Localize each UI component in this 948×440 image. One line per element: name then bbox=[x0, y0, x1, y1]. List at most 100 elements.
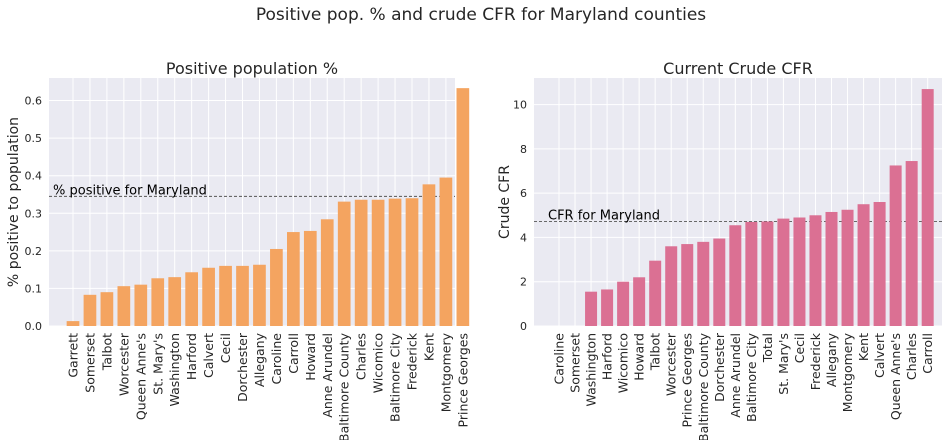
chart-right-y-tick-label: 6 bbox=[520, 187, 527, 200]
chart-left-bar bbox=[168, 277, 182, 326]
chart-right-x-tick-label: Dorchester bbox=[712, 332, 727, 402]
chart-right-bar bbox=[729, 225, 742, 326]
chart-left-title: Positive population % bbox=[166, 59, 338, 78]
chart-right-bars bbox=[585, 89, 934, 326]
chart-left-y-tick-label: 0.1 bbox=[25, 282, 43, 295]
chart-left-x-tick-label: Caroline bbox=[269, 333, 284, 385]
chart-right-x-tick-label: Somerset bbox=[568, 333, 583, 393]
chart-right-bar bbox=[905, 161, 918, 326]
chart-right-x-tick-label: Carroll bbox=[920, 333, 935, 374]
chart-left-x-tick-label: Allegany bbox=[252, 332, 267, 387]
chart-left-y-tick-label: 0.3 bbox=[25, 207, 43, 220]
chart-right-bar bbox=[697, 241, 710, 326]
chart-right-x-tick-label: Wicomico bbox=[616, 333, 631, 393]
chart-right-bar bbox=[809, 215, 822, 326]
chart-left-bar bbox=[83, 294, 97, 326]
chart-right-x-tick-label: Harford bbox=[600, 333, 615, 380]
chart-left-bar bbox=[422, 184, 436, 326]
chart-right-x-ticks: Caroline Somerset Washington Harford Wicomic… bbox=[552, 332, 936, 440]
chart-right-bar bbox=[633, 277, 646, 326]
chart-right-x-tick-label: Howard bbox=[632, 333, 647, 381]
chart-right: 0 2 4 6 8 10 Caroline Somerset Washington Harfor… bbox=[497, 59, 942, 440]
chart-left-x-tick-label: Anne Arundel bbox=[320, 333, 335, 418]
chart-right-reference-label: CFR for Maryland bbox=[548, 208, 660, 223]
chart-left-x-tick-label: Queen Anne's bbox=[133, 333, 148, 420]
chart-left-x-ticks: Garrett Somerset Talbot Worcester Queen Anne… bbox=[66, 332, 471, 440]
chart-left-x-tick-label: Harford bbox=[184, 333, 199, 380]
chart-left-x-tick-label: Talbot bbox=[99, 333, 114, 371]
chart-right-bar bbox=[665, 246, 678, 326]
chart-left: 0.0 0.1 0.2 0.3 0.4 0.5 0.6 Garrett Somerset Tal… bbox=[6, 59, 470, 440]
chart-right-bar bbox=[889, 165, 902, 326]
chart-right-x-tick-label: Queen Anne's bbox=[888, 333, 903, 420]
chart-left-x-tick-label: Baltimore City bbox=[388, 332, 403, 422]
chart-right-y-ticks: 0 2 4 6 8 10 bbox=[513, 99, 527, 333]
chart-left-bar bbox=[66, 321, 80, 326]
chart-left-bar bbox=[388, 198, 402, 326]
chart-left-bar bbox=[134, 284, 148, 326]
chart-right-bar bbox=[649, 260, 662, 326]
chart-right-x-tick-label: Baltimore County bbox=[696, 332, 711, 440]
chart-right-title: Current Crude CFR bbox=[663, 59, 813, 78]
chart-right-y-tick-label: 0 bbox=[520, 320, 527, 333]
chart-left-plot-area bbox=[49, 78, 455, 326]
chart-left-bar bbox=[337, 201, 351, 326]
chart-right-x-tick-label: Total bbox=[760, 333, 775, 363]
chart-left-x-tick-label: Montgomery bbox=[438, 332, 453, 412]
chart-left-x-tick-label: Worcester bbox=[116, 332, 131, 396]
chart-right-x-tick-label: Cecil bbox=[792, 333, 807, 363]
chart-left-x-tick-label: Prince Georges bbox=[455, 333, 470, 427]
chart-left-bar bbox=[151, 278, 165, 326]
chart-right-bar bbox=[617, 281, 630, 326]
chart-left-bar bbox=[219, 265, 232, 326]
chart-right-x-tick-label: Worcester bbox=[664, 332, 679, 396]
chart-right-y-tick-label: 4 bbox=[520, 231, 527, 244]
chart-right-x-tick-label: St. Mary's bbox=[776, 333, 791, 395]
chart-left-bar bbox=[371, 199, 385, 326]
chart-left-y-tick-label: 0.4 bbox=[25, 170, 43, 183]
chart-left-x-tick-label: St. Mary's bbox=[150, 333, 165, 395]
chart-left-bar bbox=[354, 199, 368, 326]
chart-right-x-tick-label: Caroline bbox=[552, 333, 567, 385]
chart-left-x-tick-label: Dorchester bbox=[235, 332, 250, 402]
chart-left-y-tick-label: 0.6 bbox=[25, 95, 43, 108]
chart-left-x-tick-label: Charles bbox=[354, 333, 369, 380]
chart-left-x-tick-label: Garrett bbox=[66, 333, 81, 378]
chart-right-bar bbox=[601, 289, 614, 326]
chart-left-reference-label: % positive for Maryland bbox=[53, 183, 207, 198]
chart-left-bar bbox=[100, 292, 114, 326]
chart-right-y-tick-label: 8 bbox=[520, 143, 527, 156]
chart-right-bar bbox=[761, 221, 774, 326]
chart-left-bar bbox=[185, 272, 198, 326]
chart-right-x-tick-label: Washington bbox=[584, 333, 599, 406]
chart-left-bar bbox=[456, 88, 470, 327]
chart-right-x-tick-label: Talbot bbox=[648, 333, 663, 371]
chart-left-bar bbox=[253, 264, 266, 326]
chart-left-y-ticks: 0.0 0.1 0.2 0.3 0.4 0.5 0.6 bbox=[25, 95, 43, 333]
chart-left-bar bbox=[405, 198, 419, 326]
chart-left-y-tick-label: 0.0 bbox=[25, 320, 43, 333]
chart-right-y-tick-label: 2 bbox=[520, 276, 527, 289]
chart-right-x-tick-label: Charles bbox=[904, 333, 919, 380]
chart-left-bars bbox=[66, 88, 470, 327]
chart-right-bar bbox=[857, 204, 870, 326]
chart-right-bar bbox=[921, 89, 934, 326]
chart-right-bar bbox=[585, 291, 598, 326]
chart-right-x-tick-label: Anne Arundel bbox=[728, 333, 743, 418]
chart-left-bar bbox=[270, 248, 283, 326]
chart-left-x-tick-label: Calvert bbox=[201, 333, 216, 378]
chart-left-bar bbox=[287, 232, 300, 326]
chart-right-x-tick-label: Kent bbox=[856, 333, 871, 361]
chart-left-y-tick-label: 0.5 bbox=[25, 132, 43, 145]
chart-right-x-tick-label: Frederick bbox=[808, 332, 823, 390]
chart-right-x-tick-label: Allegany bbox=[824, 332, 839, 387]
chart-left-bar bbox=[439, 177, 453, 326]
chart-right-y-tick-label: 10 bbox=[513, 99, 527, 112]
chart-left-x-tick-label: Somerset bbox=[82, 333, 97, 393]
chart-left-x-tick-label: Wicomico bbox=[371, 333, 386, 393]
chart-right-bar bbox=[793, 217, 806, 326]
chart-left-y-tick-label: 0.2 bbox=[25, 245, 43, 258]
chart-right-x-tick-label: Baltimore City bbox=[744, 332, 759, 422]
chart-right-x-tick-label: Montgomery bbox=[840, 332, 855, 412]
